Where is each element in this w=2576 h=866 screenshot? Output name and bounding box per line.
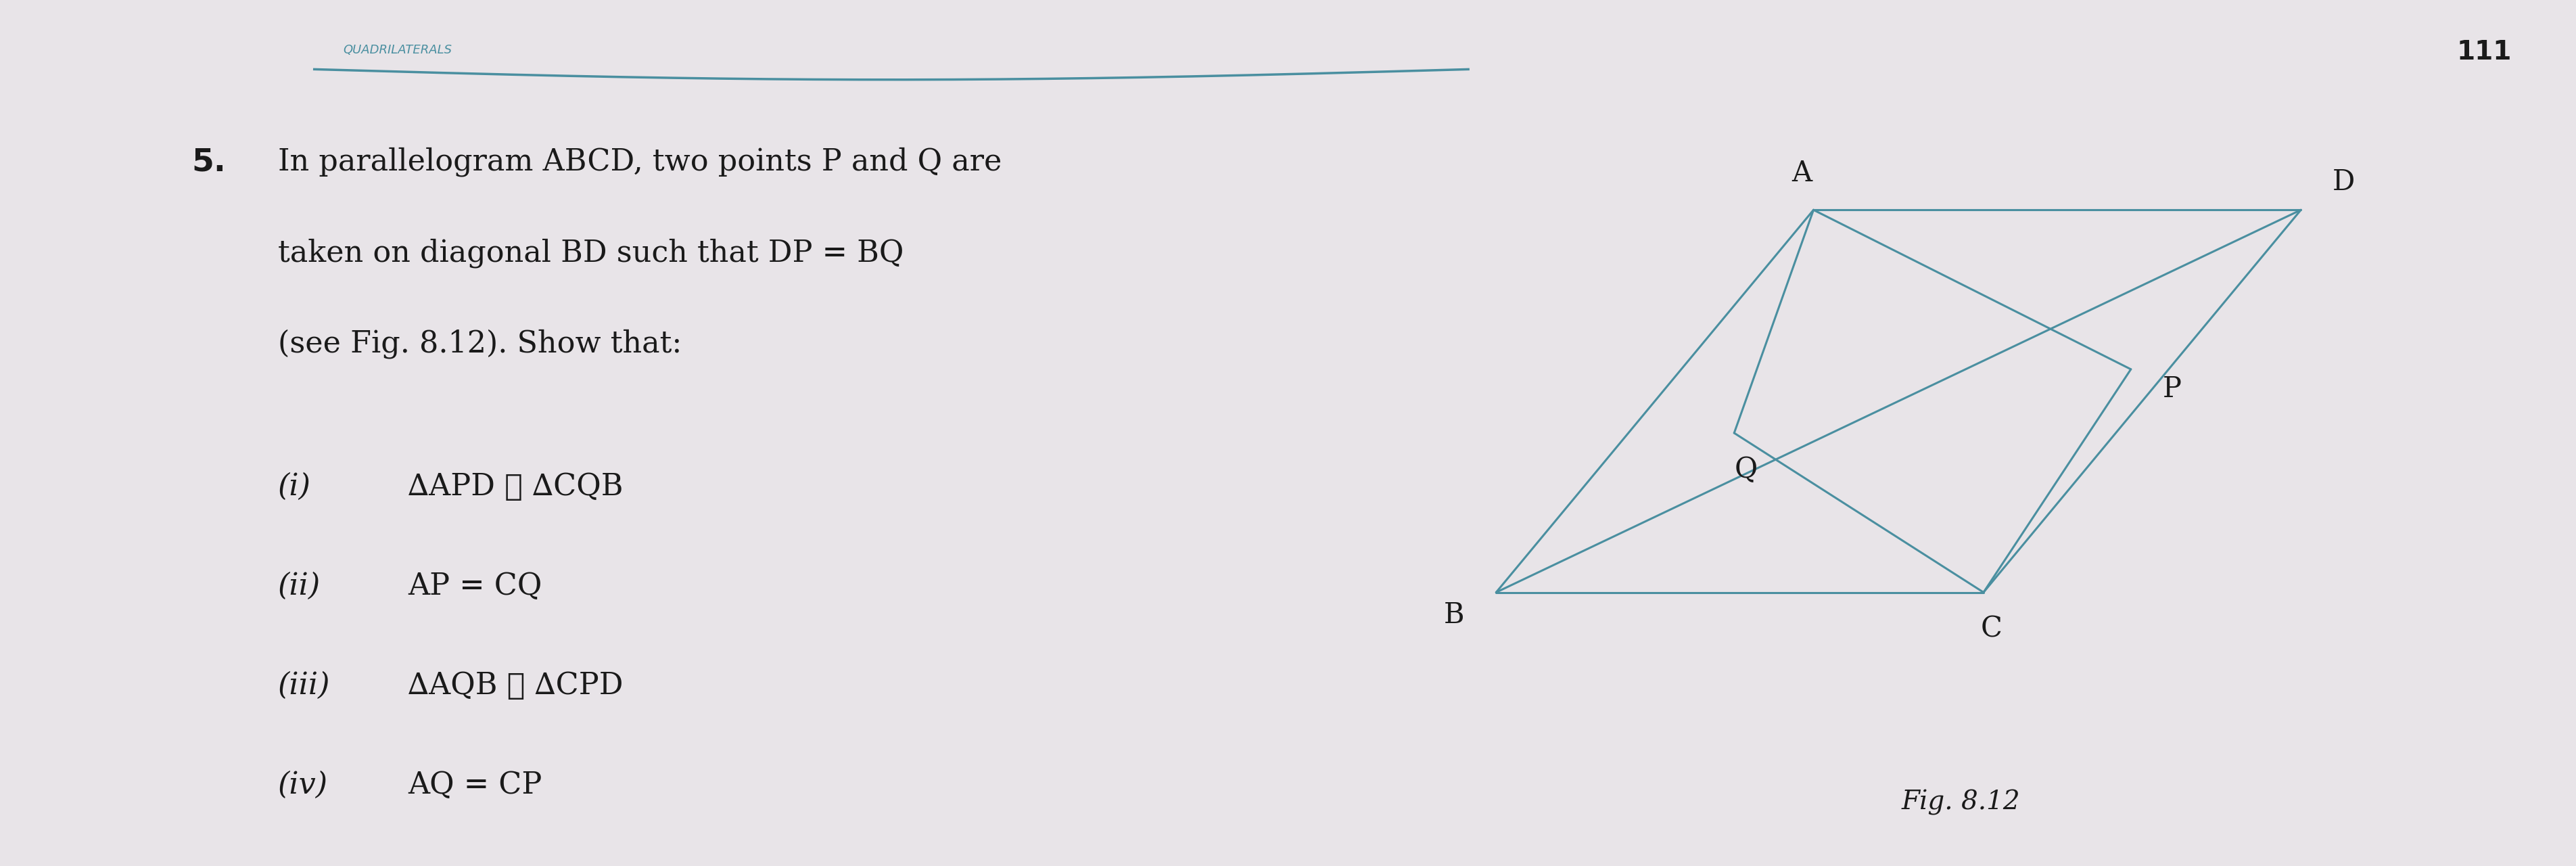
Text: taken on diagonal BD such that DP = BQ: taken on diagonal BD such that DP = BQ bbox=[278, 238, 904, 268]
Text: (iv): (iv) bbox=[278, 771, 327, 800]
Text: ∆AQB ≅ ∆CPD: ∆AQB ≅ ∆CPD bbox=[407, 671, 623, 701]
Text: B: B bbox=[1443, 601, 1463, 629]
Text: Q: Q bbox=[1734, 456, 1757, 484]
Text: 111: 111 bbox=[2458, 39, 2512, 65]
Text: (i): (i) bbox=[278, 472, 312, 501]
Text: In parallelogram ABCD, two points P and Q are: In parallelogram ABCD, two points P and … bbox=[278, 147, 1002, 177]
Text: A: A bbox=[1793, 159, 1814, 188]
Text: C: C bbox=[1981, 615, 2002, 643]
Text: Fig. 8.12: Fig. 8.12 bbox=[1901, 790, 2020, 816]
Text: D: D bbox=[2334, 167, 2354, 196]
Text: QUADRILATERALS: QUADRILATERALS bbox=[343, 44, 451, 56]
Text: (see Fig. 8.12). Show that:: (see Fig. 8.12). Show that: bbox=[278, 329, 683, 359]
Text: (ii): (ii) bbox=[278, 572, 322, 601]
Text: ∆APD ≅ ∆CQB: ∆APD ≅ ∆CQB bbox=[407, 472, 623, 501]
Text: P: P bbox=[2164, 375, 2182, 404]
Text: AP = CQ: AP = CQ bbox=[407, 572, 541, 601]
Text: 5.: 5. bbox=[191, 147, 227, 178]
Text: AQ = CP: AQ = CP bbox=[407, 771, 541, 800]
Text: (iii): (iii) bbox=[278, 671, 330, 701]
